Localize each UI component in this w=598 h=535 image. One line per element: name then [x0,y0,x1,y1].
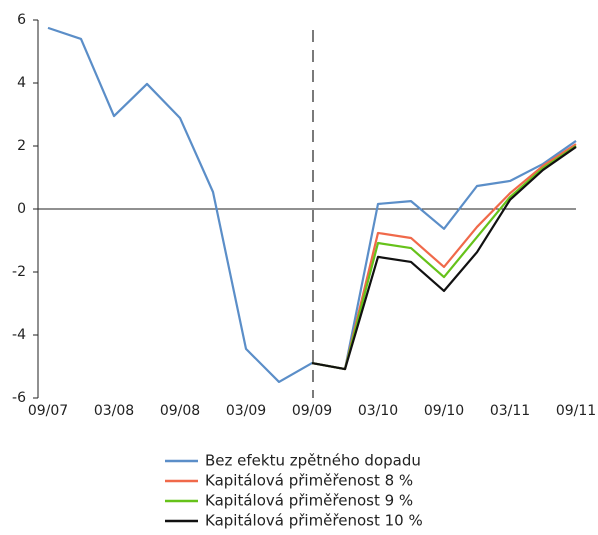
series-line [311,145,577,371]
legend-label: Kapitálová přiměřenost 9 % [205,492,413,510]
series-line [311,146,577,371]
x-tick-label: 09/09 [292,403,332,419]
legend: Bez efektu zpětného dopadu Kapitálová při… [165,452,423,530]
y-tick-label: 2 [17,138,26,154]
legend-label: Kapitálová přiměřenost 8 % [205,472,413,490]
x-tick-label: 09/11 [556,403,596,419]
y-tick-label: 6 [17,12,26,28]
x-tick-label: 09/10 [424,403,464,419]
x-tick-label: 09/08 [160,403,200,419]
x-tick-label: 03/11 [490,403,530,419]
series-line [47,26,577,384]
y-tick-label: 4 [17,75,26,91]
y-tick-label: -2 [12,264,26,280]
x-tick-label: 03/09 [226,403,266,419]
x-tick-label: 03/10 [358,403,398,419]
y-tick-label: 0 [17,201,26,217]
legend-label: Kapitálová přiměřenost 10 % [205,512,423,530]
x-tick-label: 03/08 [94,403,134,419]
x-tick-label: 09/07 [28,403,68,419]
legend-label: Bez efektu zpětného dopadu [205,452,421,470]
y-tick-label: -4 [12,327,26,343]
y-tick-label: -6 [12,390,26,406]
